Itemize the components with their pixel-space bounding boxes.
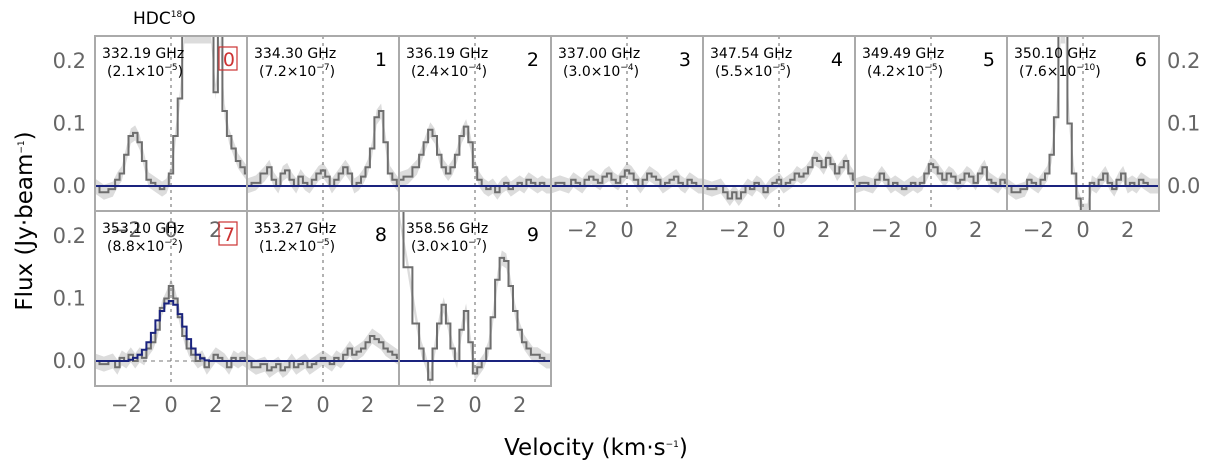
title-sup: 18: [171, 10, 183, 20]
line-coefficient: (4.2×10−5): [867, 63, 943, 80]
frequency-label: 334.30 GHz: [254, 46, 336, 62]
x-tick-label: −2: [719, 218, 750, 242]
panel-frame: [1006, 35, 1160, 212]
y-axis-label-sup: −1: [17, 140, 27, 153]
x-tick-label: −2: [111, 393, 142, 417]
y-tick-label: 0.2: [53, 224, 86, 248]
observed-spectrum: [399, 125, 551, 194]
panel-index: 2: [527, 49, 539, 71]
x-tick-label: 0: [772, 218, 785, 242]
panel-index-box: [218, 46, 238, 71]
panel-index: 6: [1135, 49, 1147, 71]
title-tail: O: [182, 9, 195, 29]
y-tick-label: 0.1: [53, 112, 86, 136]
panel-index: 7: [223, 224, 235, 246]
y-tick-label-right: 0.0: [1167, 174, 1200, 198]
frequency-label: 337.00 GHz: [558, 46, 640, 62]
x-tick-label: −2: [871, 218, 902, 242]
panel-index: 0: [223, 49, 235, 71]
line-coefficient: (1.2×10−5): [259, 238, 335, 255]
panel-grid: 332.19 GHz(2.1×10−5) 0 0.0 0.1 0.2 −2 0 2 334.30…: [53, 35, 1200, 417]
x-axis-label-sup: −1: [666, 440, 679, 450]
frequency-label: 353.10 GHz: [102, 221, 184, 237]
x-tick-label: 2: [513, 393, 526, 417]
x-tick-label: 0: [1076, 218, 1089, 242]
frequency-label: 358.56 GHz: [406, 221, 488, 237]
y-tick-label: 0.1: [53, 287, 86, 311]
panel-index: 8: [375, 224, 387, 246]
frequency-label: 336.19 GHz: [406, 46, 488, 62]
observed-spectrum: [95, 35, 247, 194]
panel-index-box: [218, 221, 238, 246]
spectrum-panel-0: 332.19 GHz(2.1×10−5)00.00.10.2−2 0 2: [53, 35, 248, 242]
model-spectrum: [95, 300, 247, 362]
spectrum-panel-3: 337.00 GHz(3.0×10−4) 3 −2 0 2: [550, 35, 704, 242]
noise-band: [95, 36, 247, 200]
spectrum-panel-7: 353.10 GHz(8.8×10−2) 7 0.0 0.1 0.2 −2 0 2: [53, 210, 248, 417]
frequency-label: 349.49 GHz: [862, 46, 944, 62]
observed-spectrum: [855, 163, 1007, 191]
x-tick-label: 2: [969, 218, 982, 242]
x-tick-label: 2: [1121, 218, 1134, 242]
x-axis-label: Velocity (km·s−1): [504, 435, 688, 461]
spectrum-panel-4: 347.54 GHz(5.5×10−5) 4 −2 0 2: [702, 35, 856, 242]
title-base: HDC: [133, 9, 171, 29]
x-tick-label: 0: [620, 218, 633, 242]
y-axis-label: Flux (Jy·beam−1): [12, 131, 38, 310]
noise-band: [399, 119, 551, 200]
figure-title: HDC18O: [133, 9, 196, 29]
y-axis-label-main: Flux (Jy·beam: [12, 154, 38, 311]
spectrum-panel-8: 353.27 GHz(1.2×10−5) 8 −2 0 2: [246, 210, 400, 417]
x-tick-label: 0: [924, 218, 937, 242]
x-tick-label: −2: [1023, 218, 1054, 242]
x-tick-label: 2: [665, 218, 678, 242]
observed-spectrum: [399, 210, 551, 381]
line-coefficient: (2.1×10−5): [107, 63, 183, 80]
spectrum-panel-6: 350.10 GHz(7.6×10−10) 6 0.0 0.1 0.2 −2 0 2: [1006, 35, 1200, 242]
y-tick-label-right: 0.2: [1167, 49, 1200, 73]
x-axis-label-end: ): [679, 435, 688, 461]
x-tick-label: 2: [361, 393, 374, 417]
x-tick-label: −2: [567, 218, 598, 242]
noise-band: [1007, 36, 1159, 211]
y-tick-label-right: 0.1: [1167, 112, 1200, 136]
x-tick-label: 2: [209, 393, 222, 417]
line-coefficient: (7.6×10−10): [1019, 63, 1101, 80]
x-tick-label: 2: [817, 218, 830, 242]
x-axis-label-main: Velocity (km·s: [504, 435, 666, 461]
line-coefficient: (7.2×10−7): [259, 63, 335, 80]
spectrum-panel-2: 336.19 GHz(2.4×10−4) 2: [398, 35, 552, 212]
line-coefficient: (8.8×10−2): [107, 238, 183, 255]
panel-frame: [398, 210, 552, 387]
x-tick-label: −2: [415, 393, 446, 417]
x-tick-label: 0: [316, 393, 329, 417]
frequency-label: 353.27 GHz: [254, 221, 336, 237]
line-coefficient: (3.0×10−4): [563, 63, 639, 80]
spectrum-panel-1: 334.30 GHz(7.2×10−7) 1: [246, 35, 400, 212]
y-tick-label: 0.0: [53, 349, 86, 373]
spectrum-panel-9: 358.56 GHz(3.0×10−7) 9 −2 0 2: [398, 210, 552, 417]
panel-index: 9: [527, 224, 539, 246]
panel-index: 1: [375, 49, 387, 71]
line-coefficient: (2.4×10−4): [411, 63, 487, 80]
frequency-label: 350.10 GHz: [1014, 46, 1096, 62]
x-tick-label: 0: [164, 218, 177, 242]
y-axis-label-end: ): [12, 131, 38, 140]
x-tick-label: 0: [468, 393, 481, 417]
frequency-label: 332.19 GHz: [102, 46, 184, 62]
panel-index: 3: [679, 49, 691, 71]
x-tick-label: −2: [111, 218, 142, 242]
noise-band: [95, 278, 247, 375]
panel-index: 5: [983, 49, 995, 71]
y-tick-label: 0.2: [53, 49, 86, 73]
y-tick-label: 0.0: [53, 174, 86, 198]
line-coefficient: (3.0×10−7): [411, 238, 487, 255]
x-tick-label: −2: [263, 393, 294, 417]
panel-index: 4: [831, 49, 843, 71]
x-tick-label: 0: [164, 393, 177, 417]
spectrum-panel-5: 349.49 GHz(4.2×10−5) 5 −2 0 2: [854, 35, 1008, 242]
line-coefficient: (5.5×10−5): [715, 63, 791, 80]
frequency-label: 347.54 GHz: [710, 46, 792, 62]
